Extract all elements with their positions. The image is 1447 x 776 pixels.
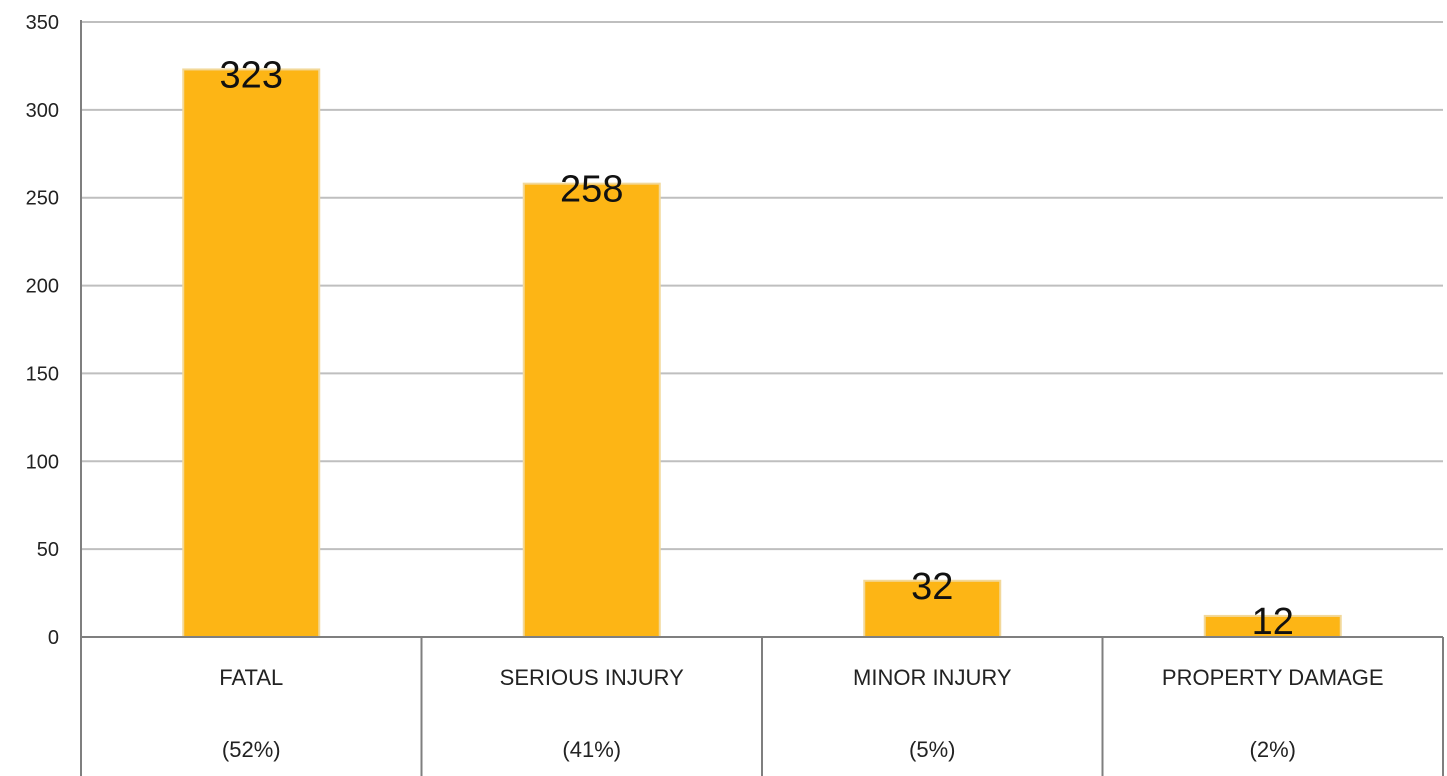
data-label: 323	[220, 54, 283, 96]
axes	[80, 20, 1444, 776]
bars	[182, 68, 1342, 639]
category-label: PROPERTY DAMAGE	[1162, 665, 1384, 690]
category-percent-label: (2%)	[1250, 737, 1296, 762]
y-tick-label: 50	[37, 539, 59, 561]
bar	[522, 182, 661, 639]
bar	[182, 68, 321, 638]
category-label: SERIOUS INJURY	[500, 665, 685, 690]
y-tick-label: 300	[26, 100, 59, 122]
y-axis-tick-labels: 0 50 100 150 200 250 300 350	[26, 12, 59, 649]
y-tick-label: 100	[26, 451, 59, 473]
data-label: 12	[1252, 601, 1294, 643]
data-label: 258	[560, 169, 623, 211]
y-tick-label: 250	[26, 188, 59, 210]
data-labels: 323 258 32 12	[220, 54, 1294, 642]
y-tick-label: 350	[26, 12, 59, 34]
category-label: MINOR INJURY	[853, 665, 1012, 690]
y-tick-label: 200	[26, 276, 59, 298]
category-labels: FATAL (52%) SERIOUS INJURY (41%) MINOR INJUR…	[219, 665, 1383, 762]
category-label: FATAL	[219, 665, 283, 690]
category-percent-label: (5%)	[909, 737, 955, 762]
data-label: 32	[911, 566, 953, 608]
y-tick-label: 150	[26, 363, 59, 385]
y-tick-label: 0	[48, 627, 59, 649]
category-percent-label: (52%)	[222, 737, 281, 762]
category-percent-label: (41%)	[562, 737, 621, 762]
